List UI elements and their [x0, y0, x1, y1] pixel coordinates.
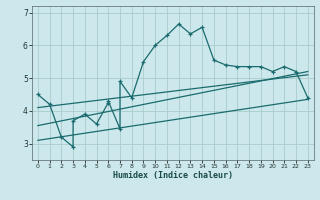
X-axis label: Humidex (Indice chaleur): Humidex (Indice chaleur): [113, 171, 233, 180]
